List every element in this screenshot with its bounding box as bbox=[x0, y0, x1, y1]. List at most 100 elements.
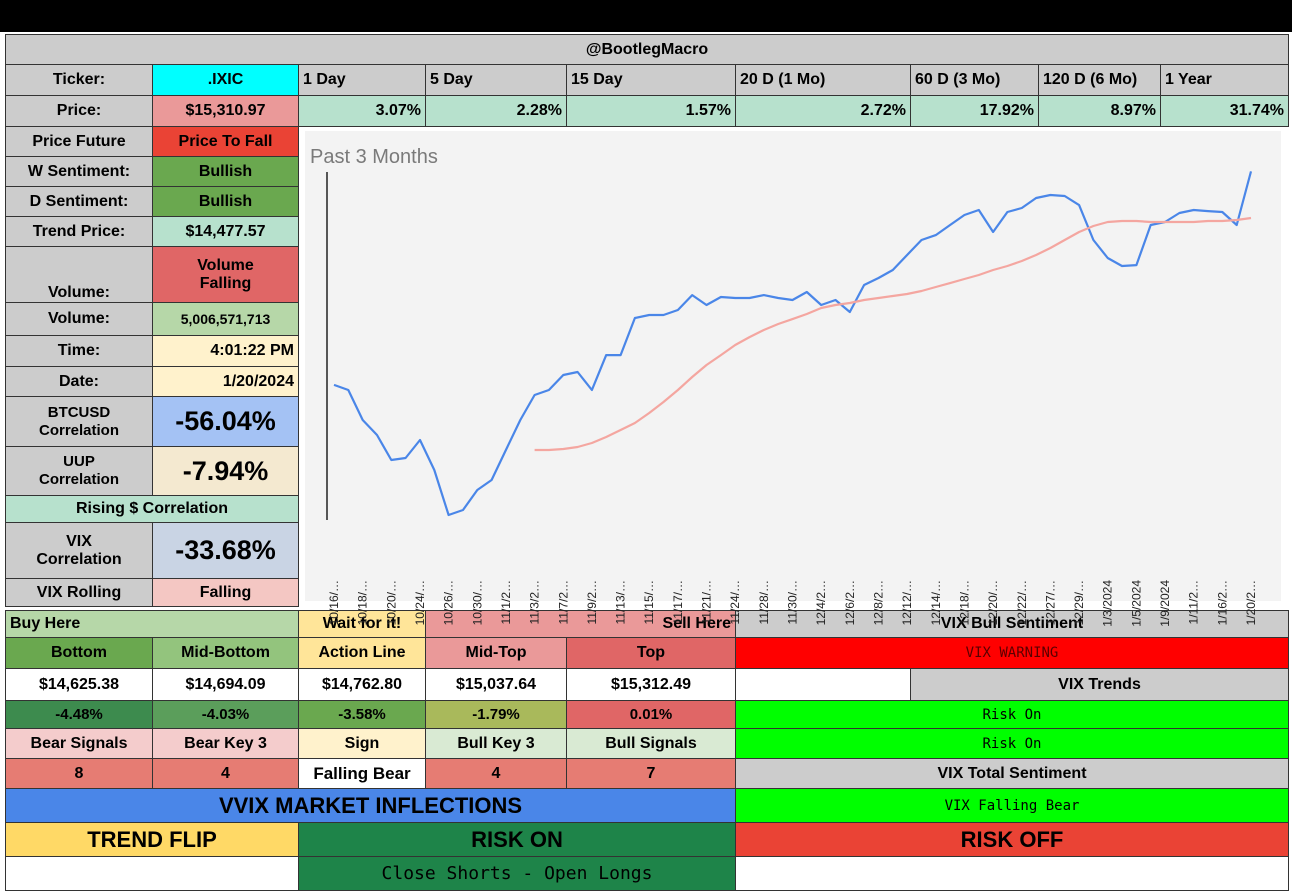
cell-text: VIX WARNING bbox=[965, 645, 1059, 661]
cell-text: UUP Correlation bbox=[39, 453, 120, 488]
x-tick-label: 1/9/2024 bbox=[1158, 580, 1172, 627]
cell-text: 2.72% bbox=[860, 102, 906, 119]
level-price: $14,694.09 bbox=[152, 668, 299, 701]
period-header: 20 D (1 Mo) bbox=[735, 64, 911, 96]
cell-text: Buy Here bbox=[10, 615, 81, 632]
risk-off: RISK OFF bbox=[735, 822, 1289, 857]
level-price: $14,762.80 bbox=[298, 668, 426, 701]
x-tick-label: 10/26/… bbox=[442, 580, 456, 625]
cell-text: Trend Price: bbox=[32, 222, 126, 240]
cell-text: Risk On bbox=[982, 735, 1042, 752]
cell-text: VIX Total Sentiment bbox=[937, 764, 1087, 782]
x-tick-label: 10/18/… bbox=[356, 580, 370, 625]
x-tick-label: 12/22/… bbox=[1015, 580, 1029, 625]
cell-text: VIX Bull Sentiment bbox=[940, 615, 1084, 632]
cell-text: Volume Falling bbox=[197, 256, 254, 292]
x-tick-label: 11/3/2… bbox=[528, 580, 542, 624]
top-bar bbox=[0, 0, 1292, 32]
cell-text: $14,477.57 bbox=[185, 222, 266, 240]
return: 8.97% bbox=[1038, 95, 1161, 127]
stat-value: $14,477.57 bbox=[152, 216, 299, 247]
cell-text: Mid-Bottom bbox=[181, 644, 270, 661]
x-tick-label: 11/28/… bbox=[757, 580, 771, 624]
x-tick-label: 12/29/… bbox=[1072, 580, 1086, 625]
cell-text: VIX Correlation bbox=[36, 532, 122, 568]
cell-text: Bull Key 3 bbox=[457, 734, 535, 752]
level-name: Action Line bbox=[298, 637, 426, 669]
cell-text: 0.01% bbox=[629, 706, 673, 723]
label: Price Future bbox=[5, 126, 153, 157]
label: VIX Rolling bbox=[5, 578, 153, 607]
label: D Sentiment: bbox=[5, 186, 153, 217]
action: Close Shorts - Open Longs bbox=[298, 856, 736, 891]
signal-name: Bull Signals bbox=[566, 728, 736, 759]
label: UUP Correlation bbox=[5, 446, 153, 496]
cell-text: Bull Signals bbox=[605, 734, 697, 752]
x-tick-label: 11/17/… bbox=[671, 580, 685, 624]
cell-text: Bear Signals bbox=[30, 734, 128, 752]
x-tick-label: 11/7/2… bbox=[556, 580, 570, 624]
stat-value: Falling bbox=[152, 578, 299, 607]
cell-text: 4:01:22 PM bbox=[210, 342, 294, 359]
label: Volume: bbox=[5, 246, 153, 303]
cell-text: 7 bbox=[646, 764, 656, 782]
stat-value: 4:01:22 PM bbox=[152, 335, 299, 367]
cell-text: 4 bbox=[221, 764, 230, 782]
cell-text: 2.28% bbox=[516, 102, 562, 119]
cell-text: $15,037.64 bbox=[455, 675, 537, 693]
cell-text: 1/20/2024 bbox=[222, 372, 294, 390]
cell-text: 4 bbox=[491, 764, 501, 782]
cell-text: Action Line bbox=[318, 644, 406, 661]
x-tick-label: 11/30/… bbox=[786, 580, 800, 624]
signal-name: Bear Signals bbox=[5, 728, 153, 759]
cell-text: 5,006,571,713 bbox=[180, 311, 271, 327]
x-tick-label: 11/24/… bbox=[728, 580, 742, 624]
cell-text: Price Future bbox=[32, 132, 126, 150]
cell-text: 1.57% bbox=[685, 102, 731, 119]
cell-text: 5 Day bbox=[430, 71, 473, 88]
return: 2.28% bbox=[425, 95, 567, 127]
cell-text: Falling Bear bbox=[313, 763, 411, 783]
period-header: 1 Year bbox=[1160, 64, 1289, 96]
x-tick-label: 12/20/… bbox=[986, 580, 1000, 625]
vix-total: VIX Falling Bear bbox=[735, 788, 1289, 823]
blank-cell bbox=[5, 856, 299, 891]
cell-text: -4.48% bbox=[55, 706, 103, 723]
x-tick-label: 1/11/2… bbox=[1187, 580, 1201, 624]
cell-text: TREND FLIP bbox=[87, 826, 217, 852]
return: 3.07% bbox=[298, 95, 426, 127]
x-tick-label: 12/8/2… bbox=[871, 580, 885, 625]
stat-value: Bullish bbox=[152, 156, 299, 187]
x-tick-label: 10/24/… bbox=[413, 580, 427, 625]
cell-text: $14,694.09 bbox=[185, 675, 266, 693]
cell-text: $15,310.97 bbox=[185, 102, 266, 119]
x-tick-label: 1/3/2024 bbox=[1101, 580, 1115, 627]
price: $15,310.97 bbox=[152, 95, 299, 127]
cell-text: Date: bbox=[58, 372, 99, 390]
x-tick-label: 11/15/… bbox=[642, 580, 656, 624]
cell-text: 8.97% bbox=[1110, 102, 1156, 119]
period-header: 15 Day bbox=[566, 64, 736, 96]
cell-text: Sign bbox=[344, 734, 380, 752]
level-name: Mid-Bottom bbox=[152, 637, 299, 669]
cell-text: 1 Day bbox=[303, 71, 346, 88]
cell-text: Time: bbox=[57, 342, 101, 359]
return: 17.92% bbox=[910, 95, 1039, 127]
period-header: 120 D (6 Mo) bbox=[1038, 64, 1161, 96]
level-name: Top bbox=[566, 637, 736, 669]
cell-text: Close Shorts - Open Longs bbox=[381, 863, 653, 884]
cell-text: VIX Falling Bear bbox=[944, 797, 1080, 814]
cell-text: $14,625.38 bbox=[38, 675, 120, 693]
cell-text: RISK OFF bbox=[960, 826, 1064, 852]
x-tick-label: 11/1/2… bbox=[499, 580, 513, 624]
cell-text: Bear Key 3 bbox=[184, 734, 267, 752]
x-tick-label: 12/4/2… bbox=[814, 580, 828, 625]
x-tick-label: 12/27/… bbox=[1043, 580, 1057, 625]
level-change: 0.01% bbox=[566, 700, 736, 729]
signal-value: 4 bbox=[152, 758, 299, 789]
cell-text: Mid-Top bbox=[465, 644, 527, 661]
cell-text: Top bbox=[636, 644, 666, 661]
stat-value: Volume Falling bbox=[152, 246, 299, 303]
